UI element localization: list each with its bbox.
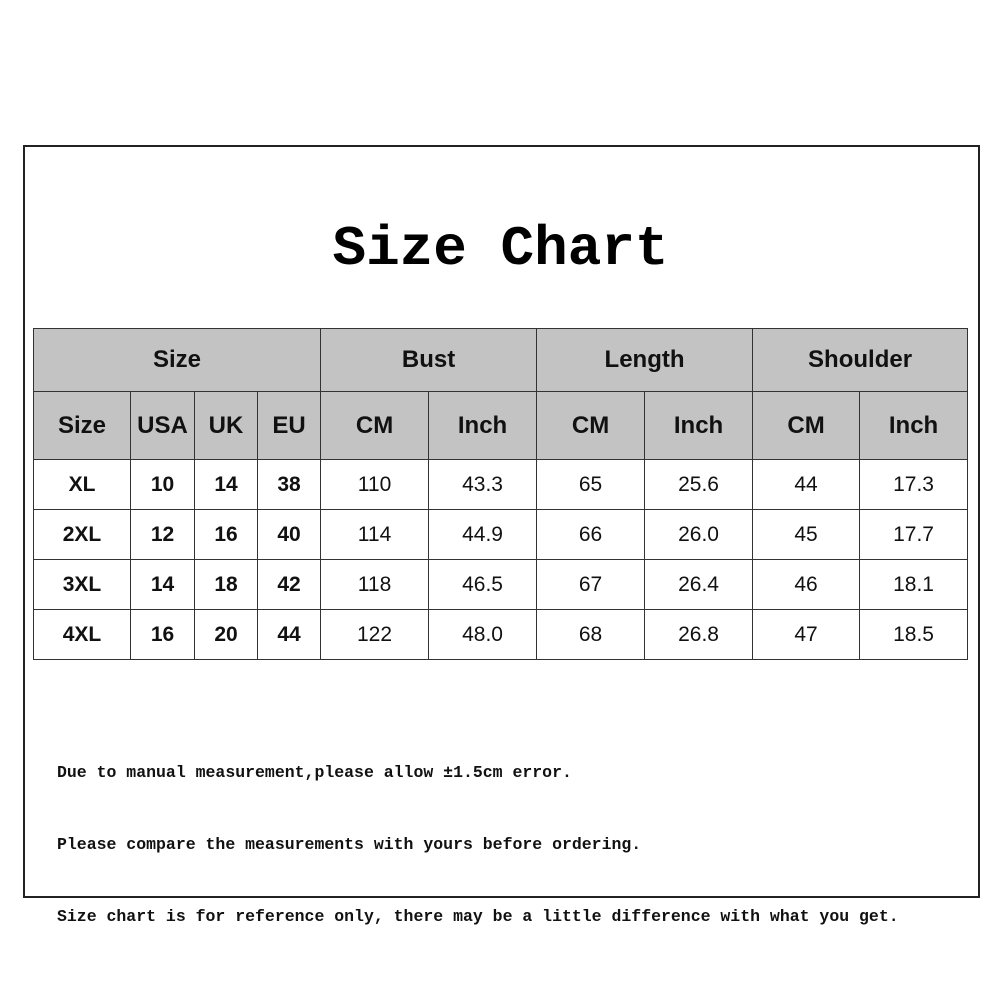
column-header: EU [256,391,322,460]
group-header-size: Size [32,328,322,392]
table-cell: 17.7 [859,509,969,560]
table-cell: 18 [194,559,258,610]
note-line: Size chart is for reference only, there … [57,907,899,926]
table-cell: 10 [130,459,195,510]
table-cell: 46.5 [428,559,538,610]
table-row: 3XL 14 18 42 118 46.5 67 26.4 46 18.1 [33,559,969,610]
group-header-bust: Bust [320,328,538,392]
table-cell: 4XL [33,609,131,660]
table-cell: 18.5 [859,609,969,660]
table-cell: 18.1 [859,559,969,610]
column-header: Inch [428,391,538,460]
table-cell: 20 [194,609,258,660]
table-cell: 67 [536,559,646,610]
table-cell: 14 [194,459,258,510]
table-cell: 114 [320,509,430,560]
table-cell: 48.0 [428,609,538,660]
table-cell: XL [33,459,131,510]
table-cell: 68 [536,609,646,660]
table-cell: 65 [536,459,646,510]
size-table: Size Bust Length Shoulder Size USA UK EU CM I… [32,328,969,660]
table-cell: 25.6 [644,459,754,510]
table-cell: 122 [320,609,430,660]
table-cell: 26.4 [644,559,754,610]
table-cell: 14 [130,559,195,610]
table-cell: 26.0 [644,509,754,560]
column-header: Inch [644,391,754,460]
column-header: USA [130,391,195,460]
table-cell: 43.3 [428,459,538,510]
table-row: 4XL 16 20 44 122 48.0 68 26.8 47 18.5 [33,609,969,660]
table-cell: 40 [256,509,322,560]
chart-frame [23,145,980,898]
table-row: 2XL 12 16 40 114 44.9 66 26.0 45 17.7 [33,509,969,560]
table-cell: 26.8 [644,609,754,660]
table-cell: 45 [752,509,861,560]
note-line: Due to manual measurement,please allow ±… [57,763,572,782]
column-header: UK [194,391,258,460]
column-header: CM [536,391,646,460]
table-row: XL 10 14 38 110 43.3 65 25.6 44 17.3 [33,459,969,510]
table-cell: 118 [320,559,430,610]
column-header: CM [752,391,861,460]
table-cell: 47 [752,609,861,660]
table-cell: 42 [256,559,322,610]
table-cell: 110 [320,459,430,510]
page-title: Size Chart [332,217,669,281]
table-cell: 12 [130,509,195,560]
table-cell: 44.9 [428,509,538,560]
table-cell: 17.3 [859,459,969,510]
column-header: Inch [859,391,969,460]
table-cell: 3XL [33,559,131,610]
column-header: Size [33,391,131,460]
table-cell: 2XL [33,509,131,560]
table-cell: 16 [194,509,258,560]
group-header-shoulder: Shoulder [752,328,969,392]
note-line: Please compare the measurements with you… [57,835,642,854]
table-cell: 44 [256,609,322,660]
table-cell: 66 [536,509,646,560]
table-cell: 16 [130,609,195,660]
table-cell: 46 [752,559,861,610]
notes: Due to manual measurement,please allow ±… [57,713,899,953]
table-cell: 44 [752,459,861,510]
column-header: CM [320,391,430,460]
table-cell: 38 [256,459,322,510]
group-header-length: Length [536,328,754,392]
